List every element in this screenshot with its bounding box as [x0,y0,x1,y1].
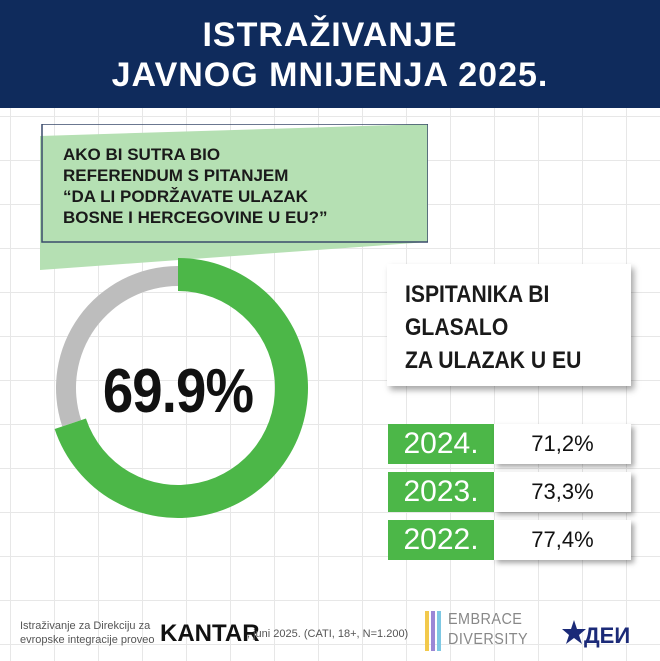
history-year: 2022. [388,520,494,560]
header-title-line1: ISTRAŽIVANJE [202,16,458,54]
embrace-text-2: DIVERSITY [448,631,529,648]
dei-logo: ДЕИ [562,618,652,650]
donut-chart [54,258,309,518]
question-line2: REFERENDUM S PITANJEM [63,166,289,185]
footer-note-line1: Istraživanje za Direkciju za [20,620,151,632]
question-line4: BOSNE I HERCEGOVINE U EU?” [63,208,328,227]
history-row: 2022. 77,4% [388,520,631,560]
history-year: 2023. [388,472,494,512]
dei-text: ДЕИ [584,623,630,648]
result-card-text: ISPITANIKA BI GLASALO ZA ULAZAK U EU [405,278,581,377]
footer-note: Istraživanje za Direkciju za evropske in… [20,619,170,647]
dei-star-icon: ДЕИ [562,620,630,648]
result-card-line3: ZA ULAZAK U EU [405,347,582,374]
result-card-line2: GLASALO [405,314,509,341]
donut-slice-remaining [56,266,179,427]
question-box-graphic [40,124,428,270]
embrace-text-1: EMBRACE [448,611,523,628]
question-box [40,124,428,270]
footer-note-line2: evropske integracije proveo [20,634,155,646]
history-value: 73,3% [494,472,631,512]
history-year: 2024. [388,424,494,464]
header-title-line2: JAVNOG MNIJENJA 2025. [111,56,549,94]
question-text: AKO BI SUTRA BIO REFERENDUM S PITANJEM “… [63,144,403,228]
embrace-mark-icon [425,611,441,651]
result-card-line1: ISPITANIKA BI [405,281,550,308]
question-green-shape [40,124,428,270]
question-line1: AKO BI SUTRA BIO [63,145,221,164]
history-row: 2023. 73,3% [388,472,631,512]
history-row: 2024. 71,2% [388,424,631,464]
question-line3: “DA LI PODRŽAVATE ULAZAK [63,187,308,206]
history-value: 71,2% [494,424,631,464]
result-card: ISPITANIKA BI GLASALO ZA ULAZAK U EU [387,264,631,386]
donut-center-label: 69.9% [102,357,254,426]
question-frame [41,124,428,243]
header-banner: ISTRAŽIVANJE JAVNOG MNIJENJA 2025. [0,0,660,108]
kantar-note: , juni 2025. (CATI, 18+, N=1.200) [247,628,409,640]
history-value: 77,4% [494,520,631,560]
embrace-diversity-logo: EMBRACE DIVERSITY [424,609,534,653]
kantar-logo: KANTAR [160,620,260,647]
